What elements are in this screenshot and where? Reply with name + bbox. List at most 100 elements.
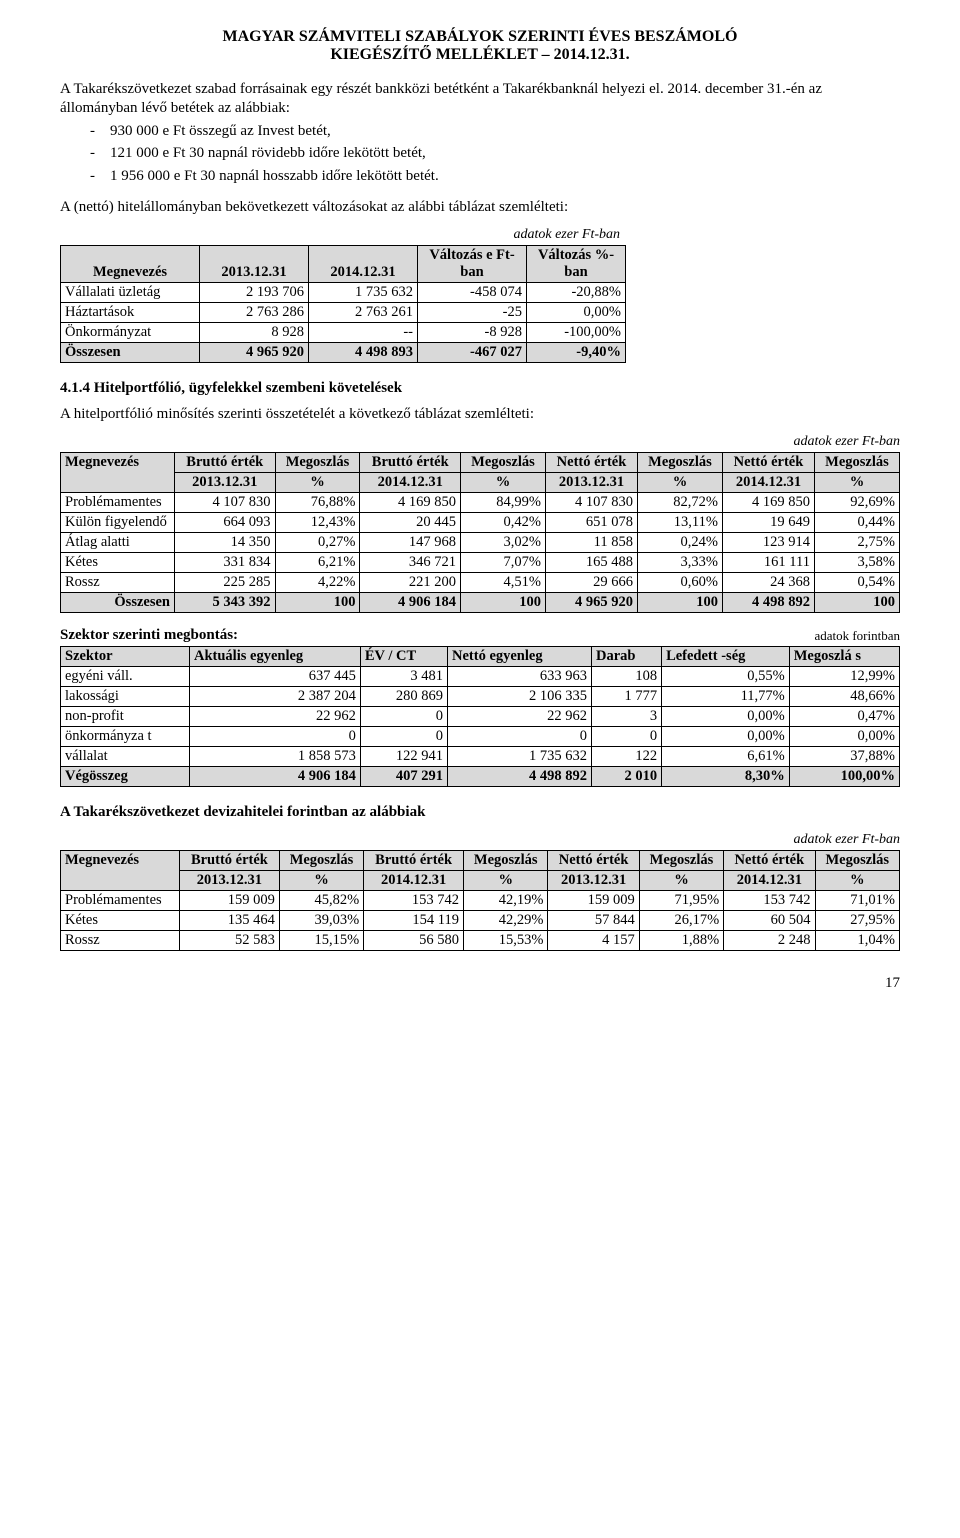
cell: 2 387 204 [190,687,361,707]
cell: 2 763 286 [200,302,309,322]
cell: 1 777 [591,687,661,707]
cell: 4 498 892 [722,593,814,613]
cell: 0,27% [275,533,360,553]
col-header: Megnevezés [61,850,180,890]
table-row: Rossz52 58315,15%56 58015,53%4 1571,88%2… [61,930,900,950]
cell: Vállalati üzletág [61,282,200,302]
cell: 147 968 [360,533,461,553]
cell: 0,54% [814,573,899,593]
section-414-heading: 4.1.4 Hitelportfólió, ügyfelekkel szembe… [60,379,900,398]
cell: 7,07% [461,553,546,573]
cell: 92,69% [814,493,899,513]
cell: 633 963 [448,667,592,687]
col-header: % [461,473,546,493]
cell: 165 488 [545,553,637,573]
col-header: 2013.12.31 [180,870,280,890]
col-megnevezes: Megnevezés [61,245,200,282]
sector-heading: Szektor szerinti megbontás: [60,627,238,644]
col-2014: 2014.12.31 [309,245,418,282]
deposit-list: - 930 000 e Ft összegű az Invest betét, … [90,122,900,186]
cell: 0,42% [461,513,546,533]
cell: Összesen [61,593,175,613]
cell: -8 928 [418,322,527,342]
cell: 6,61% [662,747,790,767]
table4-caption: adatok ezer Ft-ban [60,832,900,848]
col-header: 2013.12.31 [545,473,637,493]
cell: 84,99% [461,493,546,513]
cell: 2 248 [724,930,815,950]
cell: 4,22% [275,573,360,593]
table-row-total: Összesen5 343 3921004 906 1841004 965 92… [61,593,900,613]
col-header: 2013.12.31 [548,870,639,890]
cell: 1 735 632 [448,747,592,767]
cell: önkormányza t [61,727,190,747]
col-change-ft: Változás e Ft-ban [418,245,527,282]
cell: 2 106 335 [448,687,592,707]
col-header: 2014.12.31 [722,473,814,493]
intro-paragraph: A Takarékszövetkezet szabad forrásainak … [60,80,900,118]
cell: 12,43% [275,513,360,533]
col-header: Bruttó érték [175,453,276,473]
col-header: 2014.12.31 [360,473,461,493]
cell: Végösszeg [61,767,190,787]
cell: 331 834 [175,553,276,573]
cell: 13,11% [637,513,722,533]
cell: 122 941 [360,747,447,767]
cell: 122 [591,747,661,767]
cell: 27,95% [815,910,899,930]
cell: 0 [360,727,447,747]
col-header: Lefedett -ség [662,647,790,667]
cell: 159 009 [548,890,639,910]
cell: 651 078 [545,513,637,533]
table-row: Kétes135 46439,03%154 11942,29%57 84426,… [61,910,900,930]
cell: -458 074 [418,282,527,302]
table-row: egyéni váll.637 4453 481633 9631080,55%1… [61,667,900,687]
cell: 82,72% [637,493,722,513]
cell: 71,95% [639,890,723,910]
cell: Átlag alatti [61,533,175,553]
cell: 57 844 [548,910,639,930]
col-header: Megoszlá s [789,647,899,667]
portfolio-table: Megnevezés Bruttó érték Megoszlás Bruttó… [60,452,900,613]
table3-caption: adatok forintban [814,628,900,644]
cell: -25 [418,302,527,322]
cell: 3 481 [360,667,447,687]
cell: 225 285 [175,573,276,593]
cell: 4 157 [548,930,639,950]
cell: 42,29% [464,910,548,930]
col-header: Bruttó érték [180,850,280,870]
col-header: % [464,870,548,890]
bullet-text: 1 956 000 e Ft 30 napnál hosszabb időre … [110,168,439,184]
cell: 2,75% [814,533,899,553]
col-header: Megoszlás [464,850,548,870]
table-row: Problémamentes159 00945,82%153 74242,19%… [61,890,900,910]
cell: 11 858 [545,533,637,553]
col-header: % [637,473,722,493]
cell: 407 291 [360,767,447,787]
cell: 159 009 [180,890,280,910]
cell: 0,00% [662,707,790,727]
cell: 71,01% [815,890,899,910]
cell: Háztartások [61,302,200,322]
table-row: Háztartások2 763 2862 763 261-250,00% [61,302,626,322]
cell: 280 869 [360,687,447,707]
cell: 0,00% [527,302,626,322]
col-header: Megnevezés [61,453,175,493]
cell: 56 580 [364,930,464,950]
cell: 0,00% [789,727,899,747]
col-change-pct: Változás %-ban [527,245,626,282]
cell: 154 119 [364,910,464,930]
cell: 52 583 [180,930,280,950]
cell: 3,33% [637,553,722,573]
cell: 100 [637,593,722,613]
cell: 0,00% [662,727,790,747]
cell: Problémamentes [61,890,180,910]
cell: 4 498 893 [309,342,418,362]
col-header: Megoszlás [814,453,899,473]
cell: 1 735 632 [309,282,418,302]
cell: 4 169 850 [360,493,461,513]
cell: 76,88% [275,493,360,513]
cell: 4 498 892 [448,767,592,787]
cell: 2 010 [591,767,661,787]
cell: 29 666 [545,573,637,593]
